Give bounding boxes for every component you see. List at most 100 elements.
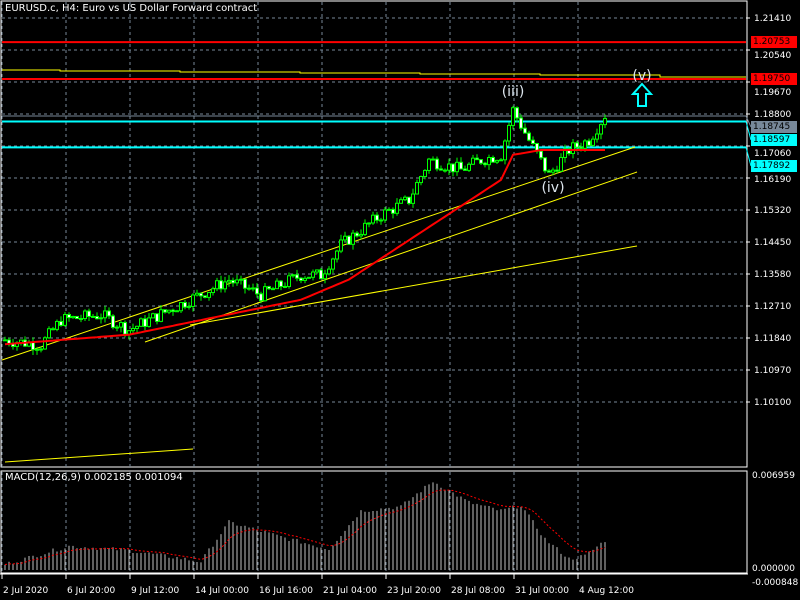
candle-body: [479, 159, 483, 164]
chart-title: EURUSD.c, H4: Euro vs US Dollar Forward …: [5, 3, 258, 14]
macd-panel-frame: [0, 470, 748, 574]
candle-body: [335, 250, 339, 260]
candle-body: [179, 301, 183, 312]
price-axis-label: 1.19670: [754, 88, 791, 98]
candle-body: [379, 219, 383, 222]
candle-body: [539, 150, 543, 159]
candle-body: [559, 156, 563, 172]
candle-body: [159, 309, 163, 322]
candle-body: [303, 277, 307, 281]
candle-body: [459, 161, 463, 170]
candle-body: [475, 157, 479, 161]
candle-body: [523, 127, 527, 134]
candle-body: [171, 309, 175, 313]
candle-body: [147, 317, 151, 327]
candle-body: [263, 286, 267, 302]
candle-body: [95, 315, 99, 320]
time-axis-label: 4 Aug 12:00: [579, 586, 634, 596]
candle-body: [403, 196, 407, 201]
price-level-leader: [745, 147, 752, 167]
time-axis-label: 9 Jul 12:00: [131, 586, 180, 596]
candle-body: [51, 328, 55, 331]
price-axis-label: 1.17060: [754, 149, 791, 159]
price-level-label: 1.17892: [751, 160, 797, 172]
candle-body: [407, 196, 411, 204]
time-axis-label: 31 Jul 00:00: [515, 586, 569, 596]
time-axis-label: 2 Jul 2020: [3, 586, 48, 596]
wave-label-iv: (iv): [541, 180, 564, 196]
candle-body: [363, 222, 367, 235]
trend-line: [144, 171, 638, 343]
candle-body: [399, 199, 403, 204]
candle-body: [323, 273, 327, 280]
macd-axis-label: 0.000000: [752, 564, 795, 574]
candle-body: [487, 156, 491, 166]
candle-body: [203, 295, 207, 298]
candle-body: [115, 326, 119, 329]
candle-body: [371, 214, 375, 224]
candle-body: [287, 275, 291, 287]
candle-body: [423, 169, 427, 177]
price-axis-label: 1.10100: [754, 398, 791, 408]
time-axis-label: 6 Jul 20:00: [67, 586, 116, 596]
candle-body: [587, 140, 591, 146]
horizontal-trend-line: [2, 69, 746, 78]
candle-body: [91, 315, 95, 318]
price-level-leader: [745, 115, 752, 128]
candle-body: [415, 182, 419, 195]
candle-body: [87, 310, 91, 317]
candle-body: [291, 274, 295, 277]
macd-signal-line: [4, 489, 606, 565]
price-level-label: 1.18597: [751, 134, 797, 146]
candle-body: [307, 276, 311, 279]
moving-average-line: [4, 149, 605, 346]
candle-body: [99, 317, 103, 320]
candle-body: [111, 315, 115, 328]
candle-body: [511, 107, 515, 126]
candle-body: [259, 293, 263, 302]
candle-body: [583, 140, 587, 149]
candle-body: [119, 322, 123, 328]
candle-body: [383, 209, 387, 221]
candle-body: [207, 292, 211, 298]
candle-body: [175, 310, 179, 313]
candle-body: [471, 157, 475, 165]
candle-body: [319, 269, 323, 280]
candle-body: [467, 163, 471, 171]
candle-body: [527, 132, 531, 141]
candle-body: [427, 158, 431, 171]
trend-line: [189, 245, 638, 326]
candle-body: [183, 301, 187, 308]
candle-body: [83, 310, 87, 320]
candle-body: [79, 318, 83, 321]
candle-body: [391, 208, 395, 214]
candle-body: [575, 142, 579, 148]
candle-body: [343, 235, 347, 241]
candle-body: [439, 168, 443, 171]
price-axis-label: 1.21410: [754, 14, 791, 24]
candle-body: [355, 232, 359, 237]
candle-body: [499, 159, 503, 162]
candle-body: [47, 328, 51, 339]
main-panel-frame: [0, 0, 748, 468]
candle-body: [519, 117, 523, 129]
price-axis-label: 1.10970: [754, 366, 791, 376]
candle-body: [311, 271, 315, 278]
candle-body: [275, 280, 279, 290]
candle-body: [595, 133, 599, 140]
price-level-label: 1.19750: [751, 73, 797, 86]
price-axis-label: 1.16190: [754, 175, 791, 185]
price-level-label: 1.18745: [751, 121, 797, 133]
candle-body: [455, 161, 459, 173]
candle-body: [267, 286, 271, 290]
candle-body: [199, 292, 203, 297]
candle-body: [191, 294, 195, 307]
candle-body: [599, 124, 603, 135]
candle-body: [507, 124, 511, 142]
candle-body: [123, 322, 127, 335]
price-axis-label: 1.18800: [754, 110, 791, 120]
price-axis-label: 1.20540: [754, 51, 791, 61]
candle-body: [151, 313, 155, 319]
candle-body: [71, 315, 75, 319]
